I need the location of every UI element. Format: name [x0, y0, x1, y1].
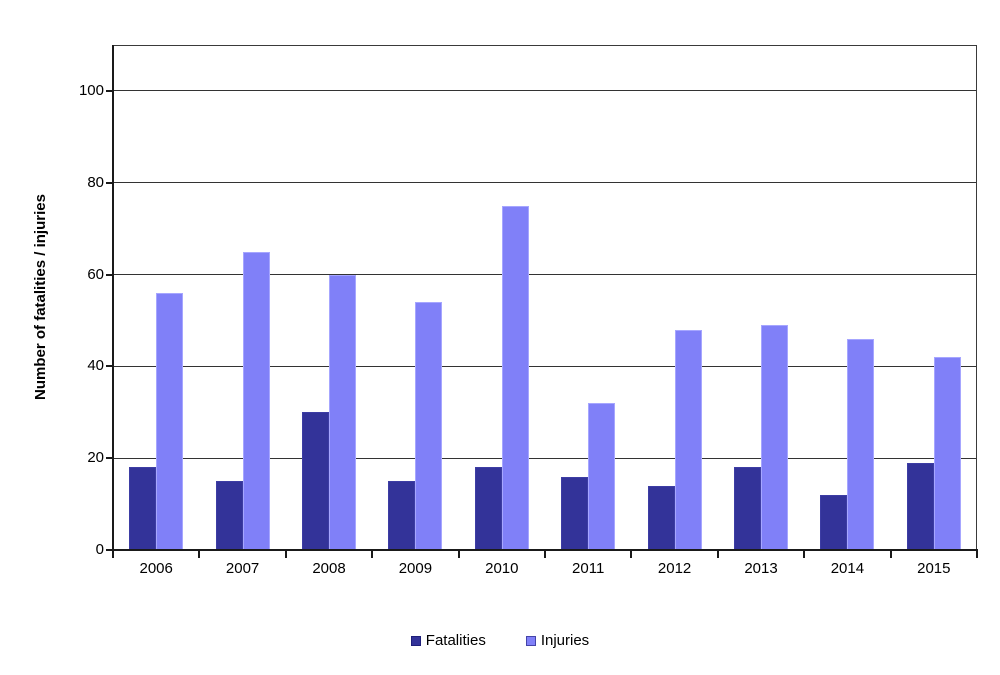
bar-injuries-2015 [933, 357, 961, 550]
x-tick-mark [371, 551, 374, 558]
bar-injuries-2011 [588, 403, 616, 550]
gridline [113, 457, 977, 459]
y-tick-mark [106, 457, 112, 460]
x-tick-mark [976, 551, 978, 558]
x-tick-label-2015: 2015 [917, 560, 951, 577]
x-tick-mark [457, 551, 460, 558]
x-tick-mark [716, 551, 719, 558]
y-tick-label: 40 [87, 357, 104, 375]
x-tick-label-2008: 2008 [312, 560, 346, 577]
bar-fatalities-2009 [388, 481, 416, 550]
legend-label: Fatalities [425, 632, 486, 649]
legend: Fatalities Injuries [0, 632, 1000, 650]
y-axis-title: Number of fatalities / injuries [32, 194, 49, 400]
x-tick-label-2007: 2007 [225, 560, 260, 577]
gridline [113, 274, 977, 276]
x-tick-label-2012: 2012 [657, 560, 692, 577]
legend-marker-fatalities [410, 636, 421, 646]
bar-fatalities-2011 [561, 476, 589, 550]
y-tick-label: 80 [87, 173, 104, 191]
x-tick-mark [630, 551, 633, 558]
x-tick-label-2006: 2006 [139, 560, 173, 577]
y-tick-label: 0 [95, 541, 104, 558]
bar-injuries-2008 [329, 274, 356, 550]
legend-marker-injuries [525, 636, 536, 646]
y-tick-mark [106, 549, 112, 551]
bar-fatalities-2013 [734, 467, 761, 550]
bar-fatalities-2012 [647, 485, 675, 550]
y-tick-label: 20 [87, 449, 104, 467]
bar-fatalities-2007 [215, 481, 243, 550]
y-axis-line [112, 45, 114, 552]
y-tick-mark [106, 181, 112, 184]
x-tick-mark [284, 551, 287, 558]
y-tick-mark [106, 89, 112, 92]
y-tick-label: 100 [78, 81, 104, 99]
bar-injuries-2014 [847, 338, 875, 550]
x-tick-mark [889, 551, 892, 558]
bar-fatalities-2008 [302, 412, 329, 550]
y-tick-label: 60 [87, 265, 104, 283]
bar-fatalities-2010 [474, 467, 502, 550]
bar-injuries-2007 [242, 251, 270, 550]
legend-item-injuries: Injuries [525, 632, 590, 650]
bar-fatalities-2006 [129, 467, 157, 550]
bar-injuries-2013 [761, 325, 788, 550]
x-tick-mark [112, 551, 114, 558]
x-tick-label-2013: 2013 [744, 560, 778, 577]
x-tick-label-2011: 2011 [572, 560, 605, 577]
x-tick-label-2014: 2014 [830, 560, 865, 577]
gridline [113, 365, 977, 367]
bar-fatalities-2014 [820, 494, 848, 550]
x-tick-mark [544, 551, 546, 558]
x-tick-mark [803, 551, 806, 558]
legend-label: Injuries [540, 632, 590, 649]
y-tick-mark [106, 273, 112, 276]
gridline [113, 182, 977, 184]
x-tick-mark [198, 551, 201, 558]
y-tick-mark [106, 365, 112, 368]
x-axis-line [112, 549, 978, 551]
plot-area [113, 45, 977, 550]
legend-item-fatalities: Fatalities [410, 632, 486, 650]
bar-fatalities-2015 [906, 462, 934, 550]
bar-injuries-2006 [156, 292, 184, 550]
x-tick-label-2009: 2009 [398, 560, 433, 577]
gridline [113, 90, 977, 92]
bar-injuries-2010 [501, 205, 529, 550]
bar-injuries-2012 [674, 329, 702, 550]
bar-injuries-2009 [415, 302, 443, 550]
x-tick-label-2010: 2010 [485, 560, 519, 577]
